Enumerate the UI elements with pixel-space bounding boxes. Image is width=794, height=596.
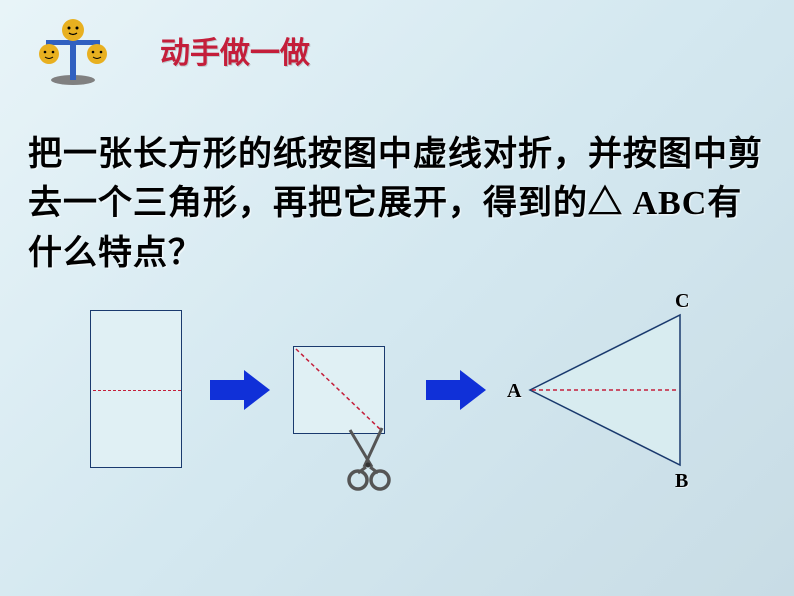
fold-line-horizontal <box>93 390 181 391</box>
label-A: A <box>507 380 521 403</box>
triangle-result <box>510 300 700 490</box>
balance-icon <box>38 18 108 88</box>
rectangle-tall <box>90 310 182 468</box>
page-title: 动手做一做 <box>160 28 310 72</box>
cut-line-diagonal <box>293 346 385 434</box>
scissors-icon <box>338 425 398 495</box>
arrow-1 <box>210 370 270 410</box>
arrow-2 <box>426 370 486 410</box>
body-text: 把一张长方形的纸按图中虚线对折，并按图中剪去一个三角形，再把它展开，得到的△ A… <box>28 130 768 278</box>
label-B: B <box>675 470 688 493</box>
diagram-area: A B C <box>90 310 710 530</box>
label-C: C <box>675 290 689 313</box>
